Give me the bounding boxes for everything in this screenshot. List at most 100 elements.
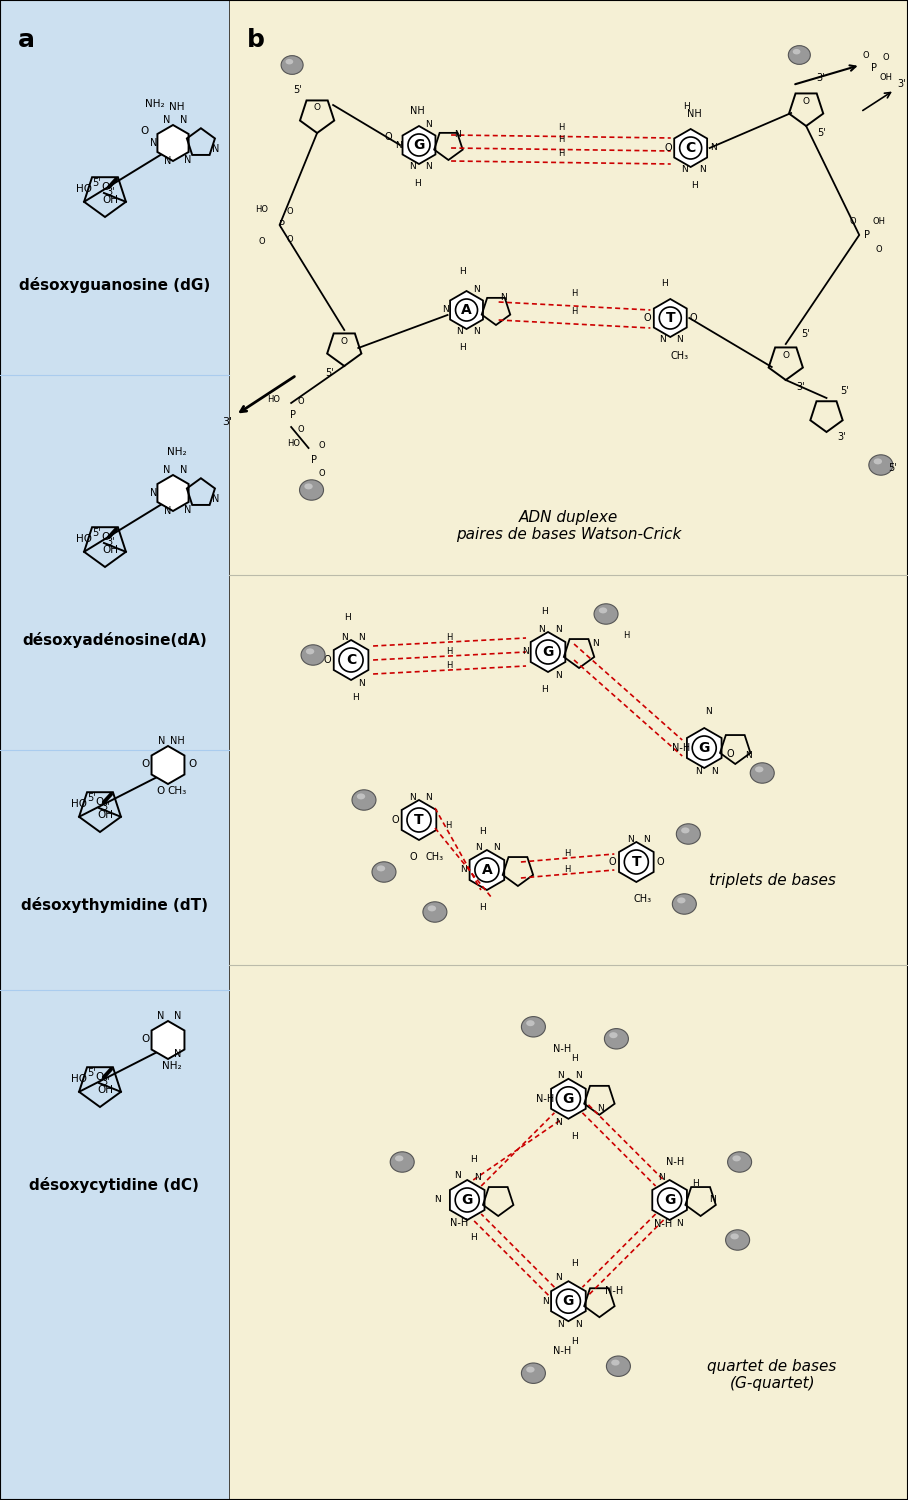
Text: NH₂: NH₂ xyxy=(162,1062,182,1071)
Text: N: N xyxy=(473,285,479,294)
Text: H: H xyxy=(558,148,564,158)
Text: N: N xyxy=(695,766,702,776)
Text: P: P xyxy=(279,220,284,230)
Text: H: H xyxy=(351,693,359,702)
Text: N: N xyxy=(538,624,545,633)
Text: N: N xyxy=(426,792,432,801)
Text: O: O xyxy=(141,759,149,770)
Text: H: H xyxy=(459,267,466,276)
Text: H: H xyxy=(571,308,577,316)
Circle shape xyxy=(456,298,478,321)
Text: T: T xyxy=(631,855,641,868)
Text: G: G xyxy=(461,1192,473,1208)
Text: G: G xyxy=(664,1192,676,1208)
Text: H: H xyxy=(447,662,453,670)
Ellipse shape xyxy=(372,862,396,882)
Bar xyxy=(229,0,908,1500)
Ellipse shape xyxy=(390,1152,414,1172)
Text: N: N xyxy=(745,752,752,760)
Text: O: O xyxy=(96,1072,104,1083)
Text: H: H xyxy=(469,1155,477,1164)
Text: N: N xyxy=(183,154,191,165)
Ellipse shape xyxy=(788,45,810,64)
Text: N-H: N-H xyxy=(655,1220,673,1228)
Text: O: O xyxy=(385,132,392,142)
Text: 5': 5' xyxy=(92,178,101,189)
Ellipse shape xyxy=(730,1233,739,1239)
Ellipse shape xyxy=(304,483,312,489)
Text: N: N xyxy=(409,162,416,171)
Text: O: O xyxy=(189,759,197,770)
Circle shape xyxy=(557,1288,580,1312)
Text: HO: HO xyxy=(267,394,280,404)
Text: O: O xyxy=(258,237,265,246)
Text: NH₂: NH₂ xyxy=(145,99,165,109)
Ellipse shape xyxy=(527,1020,535,1026)
Text: N: N xyxy=(151,488,158,498)
Text: OH: OH xyxy=(880,74,893,82)
Ellipse shape xyxy=(793,50,801,54)
Text: 3': 3' xyxy=(796,382,805,392)
Text: H: H xyxy=(661,279,668,288)
Text: N: N xyxy=(555,624,561,633)
Circle shape xyxy=(475,858,498,882)
Text: N: N xyxy=(682,165,688,174)
Text: O: O xyxy=(340,336,348,345)
Text: HO: HO xyxy=(76,184,92,194)
Text: 5': 5' xyxy=(817,128,825,138)
Text: N: N xyxy=(180,465,187,476)
Text: N: N xyxy=(358,633,364,642)
Polygon shape xyxy=(551,1281,586,1322)
Circle shape xyxy=(659,308,681,328)
Text: N: N xyxy=(164,506,172,516)
Text: H: H xyxy=(540,608,548,616)
Text: N: N xyxy=(555,672,561,681)
Text: HO: HO xyxy=(255,204,268,213)
Text: N: N xyxy=(454,1172,460,1180)
Text: N-H: N-H xyxy=(606,1286,624,1296)
Ellipse shape xyxy=(677,897,686,903)
Text: N: N xyxy=(340,633,348,642)
Polygon shape xyxy=(687,728,722,768)
Polygon shape xyxy=(157,476,189,512)
Text: 5': 5' xyxy=(87,1068,95,1078)
Ellipse shape xyxy=(873,459,882,465)
Text: O: O xyxy=(863,51,869,60)
Text: 5': 5' xyxy=(325,368,333,378)
Circle shape xyxy=(536,640,560,664)
Text: CH₃: CH₃ xyxy=(633,894,651,904)
Text: N-H: N-H xyxy=(450,1218,469,1228)
Polygon shape xyxy=(530,632,566,672)
Ellipse shape xyxy=(750,764,775,783)
Text: OH: OH xyxy=(103,544,118,555)
Text: 3': 3' xyxy=(106,188,114,196)
Text: O: O xyxy=(883,54,889,63)
Text: b: b xyxy=(247,28,265,53)
Text: quartet de bases
(G-quartet): quartet de bases (G-quartet) xyxy=(707,1359,837,1390)
Polygon shape xyxy=(152,746,184,784)
Text: O: O xyxy=(318,470,325,478)
Polygon shape xyxy=(401,800,437,840)
Text: N: N xyxy=(473,327,479,336)
Polygon shape xyxy=(675,129,707,166)
Ellipse shape xyxy=(611,1359,619,1365)
Text: H: H xyxy=(565,849,571,858)
Polygon shape xyxy=(334,640,369,680)
Ellipse shape xyxy=(281,56,303,75)
Text: N: N xyxy=(180,116,187,124)
Text: N: N xyxy=(395,141,401,150)
Text: O: O xyxy=(298,424,304,433)
Text: N-H: N-H xyxy=(537,1094,555,1104)
Polygon shape xyxy=(449,1180,485,1219)
Text: O: O xyxy=(101,183,109,192)
Ellipse shape xyxy=(607,1356,630,1377)
Text: N: N xyxy=(434,1196,440,1204)
Text: O: O xyxy=(689,314,697,322)
Ellipse shape xyxy=(681,828,689,834)
Text: O: O xyxy=(608,856,617,867)
Text: N: N xyxy=(425,162,432,171)
Text: O: O xyxy=(286,234,293,243)
Polygon shape xyxy=(619,842,654,882)
Polygon shape xyxy=(551,1078,586,1119)
Text: O: O xyxy=(876,244,883,254)
